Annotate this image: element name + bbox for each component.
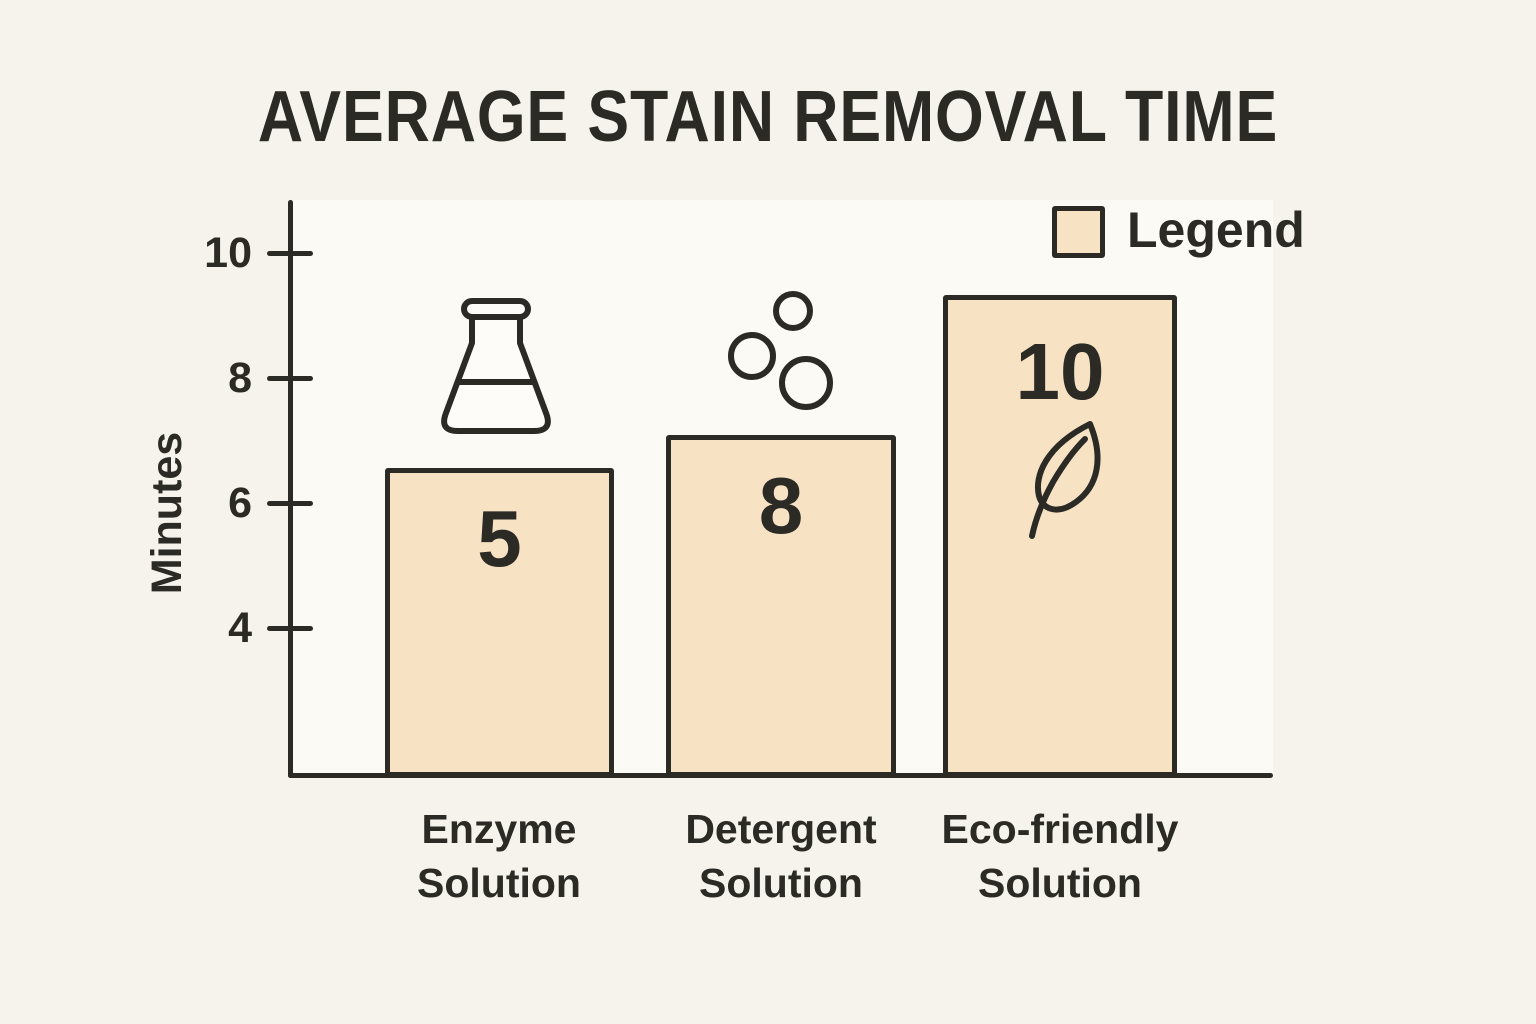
x-label-line: Solution [978,860,1142,906]
flask-icon [441,298,551,434]
x-label-eco-friendly-solution: Eco-friendly Solution [900,802,1220,910]
x-label-line: Eco-friendly [941,806,1179,852]
y-tick-label-8: 8 [228,354,252,402]
x-label-line: Enzyme [421,806,577,852]
bar-value-enzyme: 5 [477,494,522,583]
bubbles-icon [728,291,833,410]
y-tick-mark-8 [267,376,313,381]
bar-value-detergent: 8 [758,461,804,550]
y-tick-label-10: 10 [204,229,252,277]
bar-eco-friendly-solution: 10 [943,295,1177,777]
y-axis-title: Minutes [143,431,191,595]
y-tick-mark-6 [267,501,313,506]
x-label-detergent-solution: Detergent Solution [621,802,941,910]
y-tick-label-6: 6 [228,479,252,527]
y-axis-line [288,200,293,778]
x-label-line: Solution [417,860,581,906]
y-tick-label-4: 4 [228,604,252,652]
chart-title: AVERAGE STAIN REMOVAL TIME [257,77,1279,157]
legend: Legend [1052,200,1305,260]
legend-swatch [1052,206,1105,258]
bar-enzyme-solution: 5 [385,468,614,777]
bar-detergent-solution: 8 [666,435,896,777]
x-label-line: Solution [699,860,863,906]
x-label-line: Detergent [685,806,877,852]
y-tick-mark-10 [267,251,313,256]
x-label-enzyme-solution: Enzyme Solution [339,802,659,910]
leaf-icon [1029,421,1101,539]
legend-label: Legend [1127,202,1305,258]
bar-value-eco-friendly: 10 [1015,327,1105,416]
y-tick-mark-4 [267,626,313,631]
